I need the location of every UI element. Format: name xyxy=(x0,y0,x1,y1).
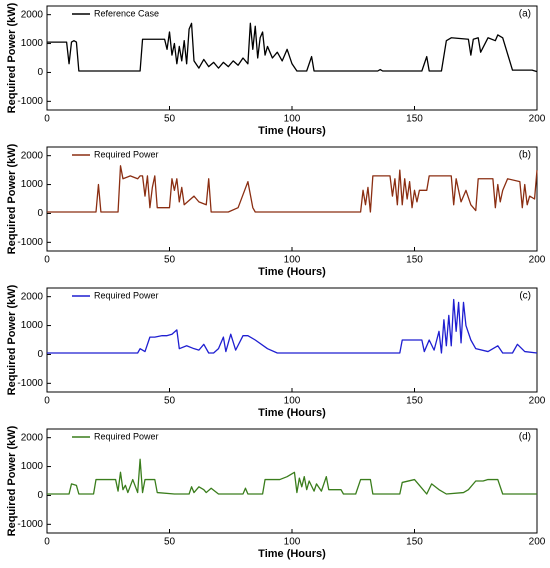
y-tick-label: 2000 xyxy=(21,9,44,20)
y-axis-title: Required Power (kW) xyxy=(6,2,18,113)
y-tick-label: 2000 xyxy=(21,291,44,302)
data-line xyxy=(47,458,537,495)
y-tick-label: 0 xyxy=(37,349,43,360)
data-line xyxy=(47,22,538,73)
x-tick-label: 150 xyxy=(406,396,423,407)
y-axis-title: Required Power (kW) xyxy=(6,284,18,395)
x-tick-label: 0 xyxy=(44,114,50,125)
y-tick-label: 1000 xyxy=(21,179,44,190)
y-tick-label: -1000 xyxy=(17,519,43,530)
y-tick-label: 2000 xyxy=(21,432,44,443)
x-tick-label: 100 xyxy=(284,396,301,407)
y-tick-label: 0 xyxy=(37,208,43,219)
panel-label: (d) xyxy=(519,432,531,443)
y-tick-label: 0 xyxy=(37,67,43,78)
plot-frame xyxy=(46,428,538,534)
data-line xyxy=(47,298,538,354)
x-axis-title: Time (Hours) xyxy=(258,266,326,278)
x-axis-title: Time (Hours) xyxy=(258,407,326,419)
y-tick-label: -1000 xyxy=(17,237,43,248)
x-tick-label: 100 xyxy=(284,537,301,548)
plot-frame xyxy=(46,5,538,111)
y-tick-label: 1000 xyxy=(21,38,44,49)
y-tick-label: 1000 xyxy=(21,320,44,331)
y-axis-title: Required Power (kW) xyxy=(6,143,18,254)
x-tick-label: 0 xyxy=(44,537,50,548)
x-tick-label: 0 xyxy=(44,396,50,407)
x-tick-label: 200 xyxy=(529,255,546,266)
x-tick-label: 200 xyxy=(529,537,546,548)
x-tick-label: 50 xyxy=(164,537,176,548)
x-tick-label: 150 xyxy=(406,537,423,548)
data-line xyxy=(47,165,538,213)
x-tick-label: 150 xyxy=(406,255,423,266)
x-tick-label: 0 xyxy=(44,255,50,266)
legend-label: Reference Case xyxy=(94,8,159,18)
panel-label: (c) xyxy=(519,291,531,302)
y-tick-label: -1000 xyxy=(17,96,43,107)
y-tick-label: 1000 xyxy=(21,461,44,472)
legend-label: Required Power xyxy=(94,431,159,441)
x-tick-label: 100 xyxy=(284,255,301,266)
y-axis-title: Required Power (kW) xyxy=(6,425,18,536)
x-axis-title: Time (Hours) xyxy=(258,125,326,137)
x-tick-label: 50 xyxy=(164,396,176,407)
legend-label: Required Power xyxy=(94,290,159,300)
x-axis-title: Time (Hours) xyxy=(258,548,326,560)
x-tick-label: 200 xyxy=(529,114,546,125)
x-tick-label: 200 xyxy=(529,396,546,407)
x-tick-label: 50 xyxy=(164,255,176,266)
plot-frame xyxy=(46,146,538,252)
y-tick-label: -1000 xyxy=(17,378,43,389)
y-tick-label: 2000 xyxy=(21,150,44,161)
x-tick-label: 150 xyxy=(406,114,423,125)
x-tick-label: 100 xyxy=(284,114,301,125)
panel-label: (b) xyxy=(519,150,531,161)
y-tick-label: 0 xyxy=(37,490,43,501)
legend-label: Required Power xyxy=(94,149,159,159)
panel-label: (a) xyxy=(519,9,531,20)
x-tick-label: 50 xyxy=(164,114,176,125)
